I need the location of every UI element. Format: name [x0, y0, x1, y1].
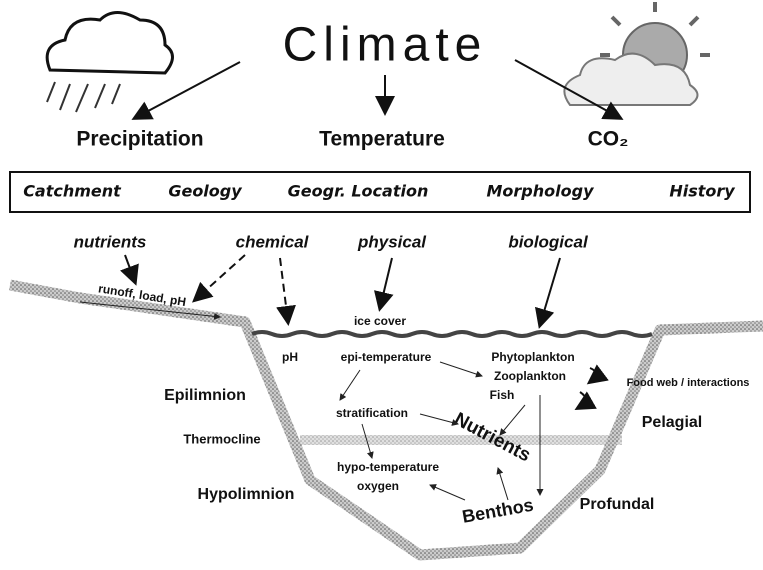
- factor: CO₂: [588, 128, 629, 151]
- title: Climate: [283, 19, 488, 72]
- context-item: Catchment: [23, 182, 122, 201]
- process: Food web / interactions: [627, 377, 750, 389]
- influence: physical: [357, 232, 427, 251]
- zone-label: Thermocline: [183, 431, 260, 446]
- arrow: [574, 391, 597, 410]
- context-item: History: [669, 182, 735, 201]
- arrow: [79, 301, 221, 320]
- arrow: [534, 257, 561, 329]
- arrow: [120, 254, 139, 286]
- zone-label: Profundal: [580, 496, 655, 513]
- arrow: [496, 467, 509, 501]
- arrow: [586, 364, 609, 385]
- thermocline-band: [300, 435, 622, 445]
- context-box: [9, 171, 751, 213]
- rain-cloud-icon: [45, 11, 174, 113]
- zone-label: Pelagial: [642, 414, 702, 431]
- arrow: [131, 61, 241, 120]
- influence: nutrients: [74, 232, 147, 251]
- process: hypo-temperature: [337, 460, 439, 474]
- sun-cloud-icon: [563, 2, 710, 106]
- influence: biological: [508, 232, 589, 251]
- arrow: [361, 423, 374, 459]
- process: stratification: [336, 406, 408, 420]
- zone-label: Hypolimnion: [198, 486, 295, 503]
- influence: chemical: [236, 232, 310, 251]
- process: epi-temperature: [341, 350, 432, 364]
- arrow: [374, 257, 394, 312]
- organism: Phytoplankton: [491, 350, 574, 364]
- input-label: pH: [282, 350, 298, 364]
- arrow: [439, 361, 483, 378]
- arrow: [339, 369, 361, 401]
- arrow: [499, 404, 526, 436]
- input-label: ice cover: [354, 314, 406, 328]
- context-item: Geology: [168, 182, 242, 201]
- arrow: [514, 59, 624, 120]
- lake-basin: [8, 279, 763, 561]
- organism: Zooplankton: [494, 369, 566, 383]
- zone-label: Epilimnion: [164, 387, 246, 404]
- process: Benthos: [461, 495, 535, 527]
- organism: Fish: [490, 388, 515, 402]
- factor: Precipitation: [76, 128, 203, 151]
- arrow: [419, 413, 459, 426]
- process: oxygen: [357, 479, 399, 493]
- arrow: [276, 257, 296, 326]
- context-item: Morphology: [487, 182, 595, 201]
- factor: Temperature: [319, 128, 445, 151]
- arrow: [192, 254, 246, 303]
- water-surface: [251, 330, 653, 338]
- context-item: Geogr. Location: [288, 182, 429, 201]
- arrow: [429, 484, 466, 501]
